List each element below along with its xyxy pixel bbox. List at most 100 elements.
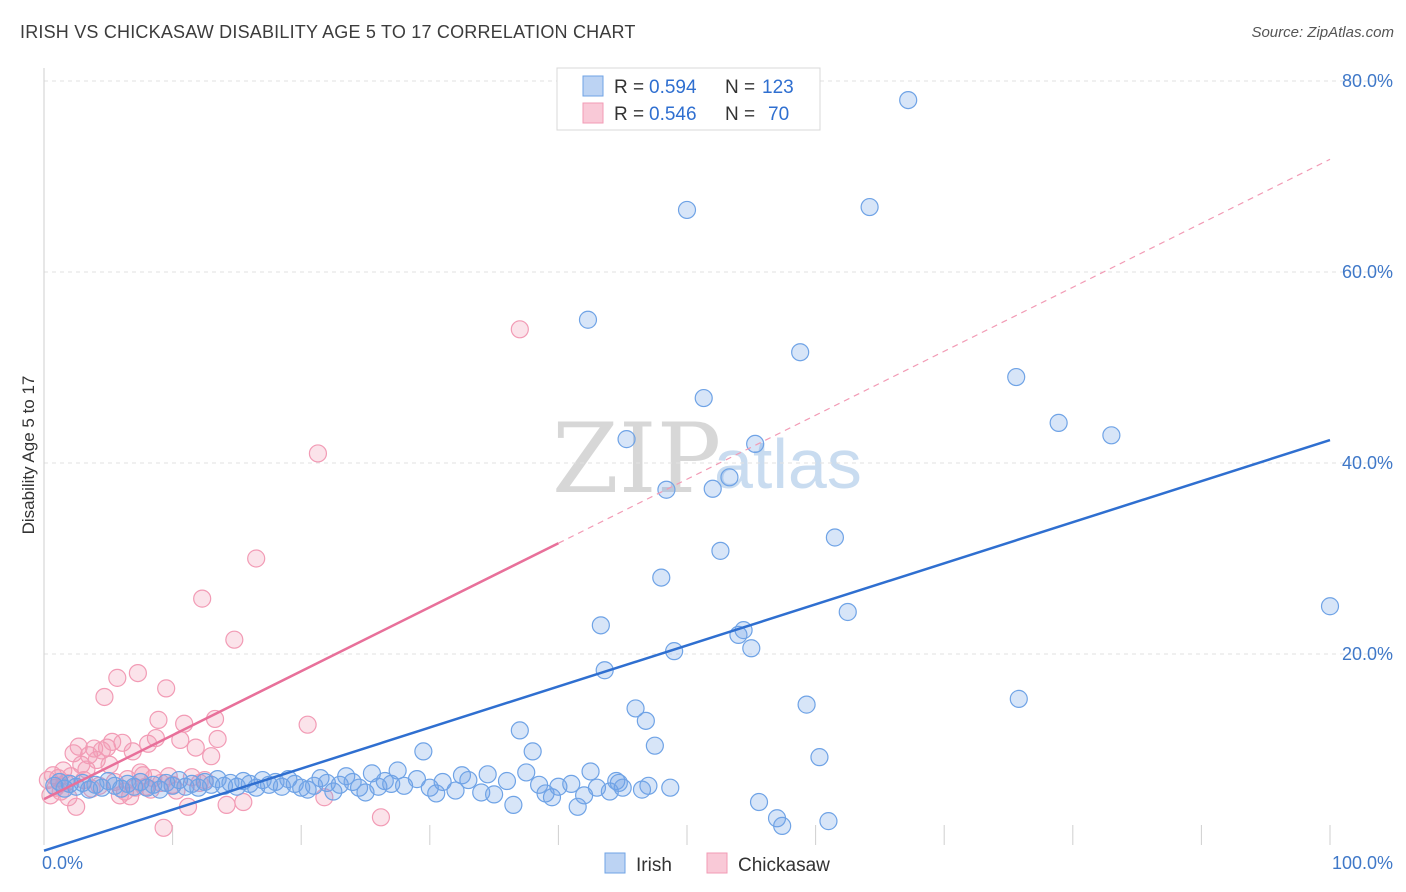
irish-point	[581, 762, 600, 781]
watermark-zip: ZIP	[552, 403, 721, 515]
irish-point	[749, 792, 769, 812]
source-label: Source: ZipAtlas.com	[1251, 24, 1394, 41]
chickasaw-point	[67, 797, 86, 816]
y-tick-label: 80.0%	[1342, 71, 1393, 91]
irish-point	[791, 343, 810, 362]
irish-point	[860, 197, 879, 217]
chickasaw-point	[193, 589, 212, 608]
irish-point	[459, 770, 478, 790]
legend-irish-r-label: R =	[614, 77, 644, 98]
irish-point	[703, 479, 722, 498]
chickasaw-trend-extension	[558, 158, 1331, 544]
x-tick-label-min: 0.0%	[42, 853, 83, 873]
watermark-atlas: atlas	[714, 425, 862, 503]
irish-point	[838, 602, 857, 622]
chickasaw-point	[308, 444, 328, 463]
chickasaw-point	[149, 710, 168, 729]
irish-point	[324, 782, 343, 801]
irish-point	[677, 200, 697, 220]
irish-points	[45, 90, 1340, 836]
irish-point	[652, 568, 671, 587]
irish-point	[810, 748, 829, 767]
legend-chickasaw-swatch	[582, 102, 604, 124]
irish-point	[1009, 689, 1028, 708]
chickasaw-point	[186, 738, 205, 757]
irish-trend-line	[43, 438, 1331, 852]
bottom-legend-irish-label: Irish	[636, 855, 672, 876]
irish-point	[657, 480, 676, 499]
chickasaw-point	[371, 808, 391, 827]
irish-point	[578, 310, 598, 329]
chickasaw-point	[225, 630, 244, 649]
irish-point	[427, 784, 446, 803]
chickasaw-point	[108, 668, 127, 687]
chickasaw-point	[208, 729, 227, 749]
irish-point	[632, 780, 652, 799]
irish-point	[1007, 367, 1026, 387]
chickasaw-point	[217, 795, 236, 814]
chart-title: IRISH VS CHICKASAW DISABILITY AGE 5 TO 1…	[20, 22, 636, 42]
legend-chickasaw-n-value: 70	[768, 104, 789, 125]
chickasaw-point	[95, 687, 114, 707]
irish-point	[636, 711, 655, 730]
irish-point	[446, 781, 465, 800]
chickasaw-point	[157, 679, 176, 698]
irish-point	[617, 430, 636, 449]
irish-point	[607, 771, 626, 791]
irish-point	[517, 763, 536, 782]
irish-point	[504, 795, 523, 814]
gridlines	[44, 80, 1394, 655]
irish-point	[645, 736, 664, 755]
trend-lines	[43, 158, 1331, 852]
chickasaw-point	[247, 549, 266, 568]
irish-point	[797, 695, 816, 714]
chickasaw-point	[315, 788, 334, 807]
irish-point	[562, 774, 581, 793]
chickasaw-point	[510, 320, 529, 339]
bottom-legend-chickasaw-swatch	[706, 852, 728, 874]
irish-point	[825, 528, 844, 547]
irish-point	[568, 797, 587, 816]
x-tick-label-max: 100.0%	[1332, 853, 1393, 873]
irish-point	[523, 742, 542, 761]
irish-point	[609, 773, 628, 793]
irish-point	[742, 639, 761, 658]
irish-point	[1102, 426, 1121, 445]
axes	[43, 68, 1331, 845]
irish-point	[626, 699, 645, 718]
y-tick-label: 60.0%	[1342, 262, 1393, 282]
legend-irish-r-value: 0.594	[649, 77, 697, 98]
irish-point	[591, 616, 610, 635]
irish-point	[407, 770, 427, 789]
irish-point	[720, 468, 739, 487]
legend-irish-n-value: 123	[762, 77, 794, 98]
bottom-legend-irish-swatch	[604, 852, 626, 874]
irish-point	[1320, 597, 1340, 616]
irish-point	[388, 761, 407, 780]
legend-chickasaw-n-label: N =	[725, 104, 755, 125]
irish-point	[510, 721, 529, 740]
chickasaw-point	[202, 747, 221, 766]
irish-point	[899, 90, 918, 110]
y-axis-label: Disability Age 5 to 17	[19, 376, 38, 535]
chickasaw-trend-line	[43, 542, 559, 801]
legend-chickasaw-r-value: 0.546	[649, 104, 697, 125]
y-tick-label: 20.0%	[1342, 644, 1393, 664]
irish-point	[711, 541, 730, 560]
chickasaw-point	[154, 818, 173, 837]
legend-irish-n-label: N =	[725, 77, 755, 98]
irish-point	[485, 785, 504, 804]
irish-point	[478, 765, 497, 784]
irish-point	[773, 816, 792, 836]
irish-point	[746, 434, 765, 453]
tick-labels: 20.0% 40.0% 60.0% 80.0% 0.0% 100.0%	[42, 71, 1393, 873]
irish-point	[661, 778, 680, 797]
y-tick-label: 40.0%	[1342, 453, 1393, 473]
irish-point	[542, 788, 562, 807]
chickasaw-point	[298, 715, 317, 734]
irish-point	[433, 772, 452, 792]
chickasaw-point	[128, 663, 147, 683]
bottom-legend-chickasaw-label: Chickasaw	[738, 855, 830, 876]
chickasaw-points	[38, 320, 529, 837]
chickasaw-point	[234, 792, 253, 812]
